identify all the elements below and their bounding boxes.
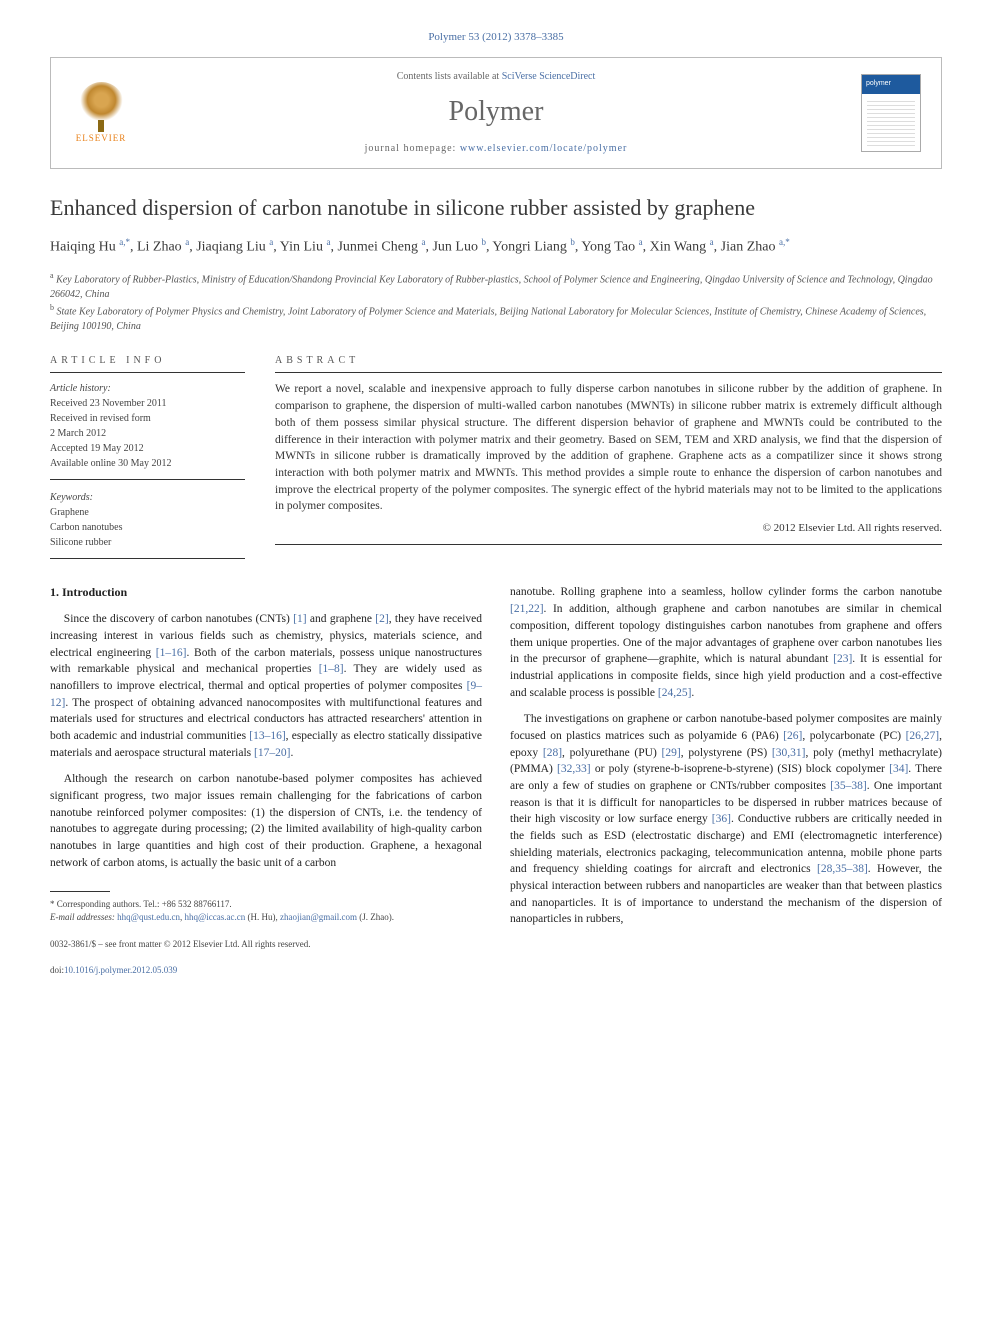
article-history: Article history: Received 23 November 20… bbox=[50, 372, 245, 480]
section-1-heading: 1. Introduction bbox=[50, 584, 482, 601]
homepage-prefix: journal homepage: bbox=[365, 143, 460, 154]
contents-prefix: Contents lists available at bbox=[397, 71, 502, 82]
received-date: Received 23 November 2011 bbox=[50, 396, 245, 411]
body-column-right: nanotube. Rolling graphene into a seamle… bbox=[510, 584, 942, 976]
affiliation-a: a Key Laboratory of Rubber-Plastics, Min… bbox=[50, 270, 942, 302]
email-after-2: (H. Hu), bbox=[245, 912, 280, 922]
email-link-3[interactable]: zhaojian@gmail.com bbox=[280, 912, 357, 922]
keywords-label: Keywords: bbox=[50, 490, 245, 505]
info-abstract-row: ARTICLE INFO Article history: Received 2… bbox=[50, 354, 942, 559]
email-link-2[interactable]: hhq@iccas.ac.cn bbox=[184, 912, 245, 922]
elsevier-text: ELSEVIER bbox=[76, 132, 127, 145]
contents-lists-line: Contents lists available at SciVerse Sci… bbox=[131, 70, 861, 84]
journal-cover-thumbnail[interactable] bbox=[861, 74, 921, 152]
article-info-column: ARTICLE INFO Article history: Received 2… bbox=[50, 354, 245, 559]
authors-list: Haiqing Hu a,*, Li Zhao a, Jiaqiang Liu … bbox=[50, 236, 942, 258]
corresponding-footnote: * Corresponding authors. Tel.: +86 532 8… bbox=[50, 898, 482, 911]
elsevier-logo[interactable]: ELSEVIER bbox=[71, 78, 131, 148]
accepted-date: Accepted 19 May 2012 bbox=[50, 441, 245, 456]
email-footnote: E-mail addresses: hhq@qust.edu.cn, hhq@i… bbox=[50, 911, 482, 924]
homepage-line: journal homepage: www.elsevier.com/locat… bbox=[131, 142, 861, 156]
doi-label: doi: bbox=[50, 965, 64, 975]
intro-para-3: nanotube. Rolling graphene into a seamle… bbox=[510, 584, 942, 701]
body-column-left: 1. Introduction Since the discovery of c… bbox=[50, 584, 482, 976]
email-after-3: (J. Zhao). bbox=[357, 912, 394, 922]
intro-para-4: The investigations on graphene or carbon… bbox=[510, 711, 942, 928]
elsevier-tree-icon bbox=[79, 82, 124, 127]
history-label: Article history: bbox=[50, 381, 245, 396]
abstract-label: ABSTRACT bbox=[275, 354, 942, 368]
keyword-1: Graphene bbox=[50, 505, 245, 520]
journal-reference: Polymer 53 (2012) 3378–3385 bbox=[50, 30, 942, 45]
abstract-copyright: © 2012 Elsevier Ltd. All rights reserved… bbox=[275, 521, 942, 536]
abstract-column: ABSTRACT We report a novel, scalable and… bbox=[275, 354, 942, 559]
keywords-block: Keywords: Graphene Carbon nanotubes Sili… bbox=[50, 490, 245, 559]
homepage-link[interactable]: www.elsevier.com/locate/polymer bbox=[460, 143, 628, 154]
abstract-bottom-rule bbox=[275, 544, 942, 545]
intro-para-1: Since the discovery of carbon nanotubes … bbox=[50, 611, 482, 761]
body-columns: 1. Introduction Since the discovery of c… bbox=[50, 584, 942, 976]
abstract-text: We report a novel, scalable and inexpens… bbox=[275, 372, 942, 514]
article-title: Enhanced dispersion of carbon nanotube i… bbox=[50, 194, 942, 223]
revised-line1: Received in revised form bbox=[50, 411, 245, 426]
doi-link[interactable]: 10.1016/j.polymer.2012.05.039 bbox=[64, 965, 177, 975]
doi-line: doi:10.1016/j.polymer.2012.05.039 bbox=[50, 964, 482, 977]
journal-header: ELSEVIER Contents lists available at Sci… bbox=[50, 57, 942, 168]
sciencedirect-link[interactable]: SciVerse ScienceDirect bbox=[502, 71, 596, 82]
revised-line2: 2 March 2012 bbox=[50, 426, 245, 441]
keyword-3: Silicone rubber bbox=[50, 535, 245, 550]
affiliation-b: b State Key Laboratory of Polymer Physic… bbox=[50, 302, 942, 334]
intro-para-2: Although the research on carbon nanotube… bbox=[50, 771, 482, 871]
email-link-1[interactable]: hhq@qust.edu.cn bbox=[117, 912, 180, 922]
article-info-label: ARTICLE INFO bbox=[50, 354, 245, 368]
header-center: Contents lists available at SciVerse Sci… bbox=[131, 70, 861, 155]
keyword-2: Carbon nanotubes bbox=[50, 520, 245, 535]
journal-name: Polymer bbox=[131, 92, 861, 131]
affiliations: a Key Laboratory of Rubber-Plastics, Min… bbox=[50, 270, 942, 335]
footnote-separator bbox=[50, 891, 110, 892]
email-label: E-mail addresses: bbox=[50, 912, 115, 922]
online-date: Available online 30 May 2012 bbox=[50, 456, 245, 471]
issn-line: 0032-3861/$ – see front matter © 2012 El… bbox=[50, 938, 482, 951]
